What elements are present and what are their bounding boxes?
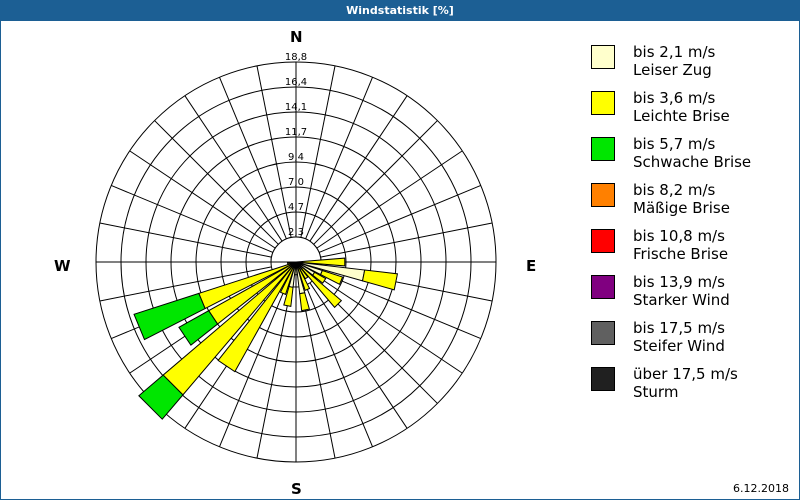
wind-bar bbox=[138, 374, 184, 420]
wind-bar bbox=[279, 267, 295, 296]
radial-tick-label: 9,4 bbox=[288, 152, 304, 163]
window-title: Windstatistik [%] bbox=[1, 1, 799, 21]
compass-north-label: N bbox=[290, 28, 303, 46]
date-label: 6.12.2018 bbox=[733, 482, 789, 495]
legend-swatch bbox=[591, 183, 615, 207]
legend-label: bis 13,9 m/s Starker Wind bbox=[633, 273, 730, 309]
wind-bar bbox=[133, 292, 206, 341]
legend-label: bis 5,7 m/s Schwache Brise bbox=[633, 135, 752, 171]
legend-swatch bbox=[591, 229, 615, 253]
wind-bar bbox=[319, 269, 344, 285]
legend-label: über 17,5 m/s Sturm bbox=[633, 365, 738, 401]
compass-west-label: W bbox=[54, 257, 71, 275]
radial-tick-label: 7,0 bbox=[288, 177, 304, 188]
wind-bar bbox=[299, 268, 309, 280]
wind-bar bbox=[361, 269, 399, 291]
radial-tick-label: 16,4 bbox=[285, 77, 307, 88]
legend-swatch bbox=[591, 367, 615, 391]
wind-bar bbox=[286, 261, 294, 265]
wind-bar bbox=[312, 271, 327, 284]
legend-swatch bbox=[591, 45, 615, 69]
wind-bar bbox=[297, 267, 311, 292]
legend-swatch bbox=[591, 91, 615, 115]
compass-east-label: E bbox=[526, 257, 537, 275]
radial-tick-label: 2,3 bbox=[288, 227, 304, 238]
wind-bar bbox=[283, 285, 294, 307]
legend-label: bis 17,5 m/s Steifer Wind bbox=[633, 319, 725, 355]
legend-swatch bbox=[591, 275, 615, 299]
wind-bar bbox=[299, 292, 310, 312]
radial-tick-label: 4,7 bbox=[288, 202, 304, 213]
legend-swatch bbox=[591, 321, 615, 345]
wind-bar bbox=[301, 257, 346, 267]
wind-rose-chart: 2,3 4,7 7,0 9,4 11,7 14,1 16,4 18,8 bbox=[95, 52, 497, 463]
wind-bar bbox=[300, 266, 343, 309]
radial-tick-label: 14,1 bbox=[285, 102, 307, 113]
compass-south-label: S bbox=[291, 480, 302, 498]
legend-swatch bbox=[591, 137, 615, 161]
legend-label: bis 10,8 m/s Frische Brise bbox=[633, 227, 729, 263]
legend-label: bis 2,1 m/s Leiser Zug bbox=[633, 43, 716, 79]
legend-label: bis 8,2 m/s Mäßige Brise bbox=[633, 181, 730, 217]
radial-tick-label: 18,8 bbox=[285, 52, 307, 63]
wind-bar bbox=[178, 310, 219, 346]
legend-label: bis 3,6 m/s Leichte Brise bbox=[633, 89, 730, 125]
radial-tick-label: 11,7 bbox=[285, 127, 307, 138]
